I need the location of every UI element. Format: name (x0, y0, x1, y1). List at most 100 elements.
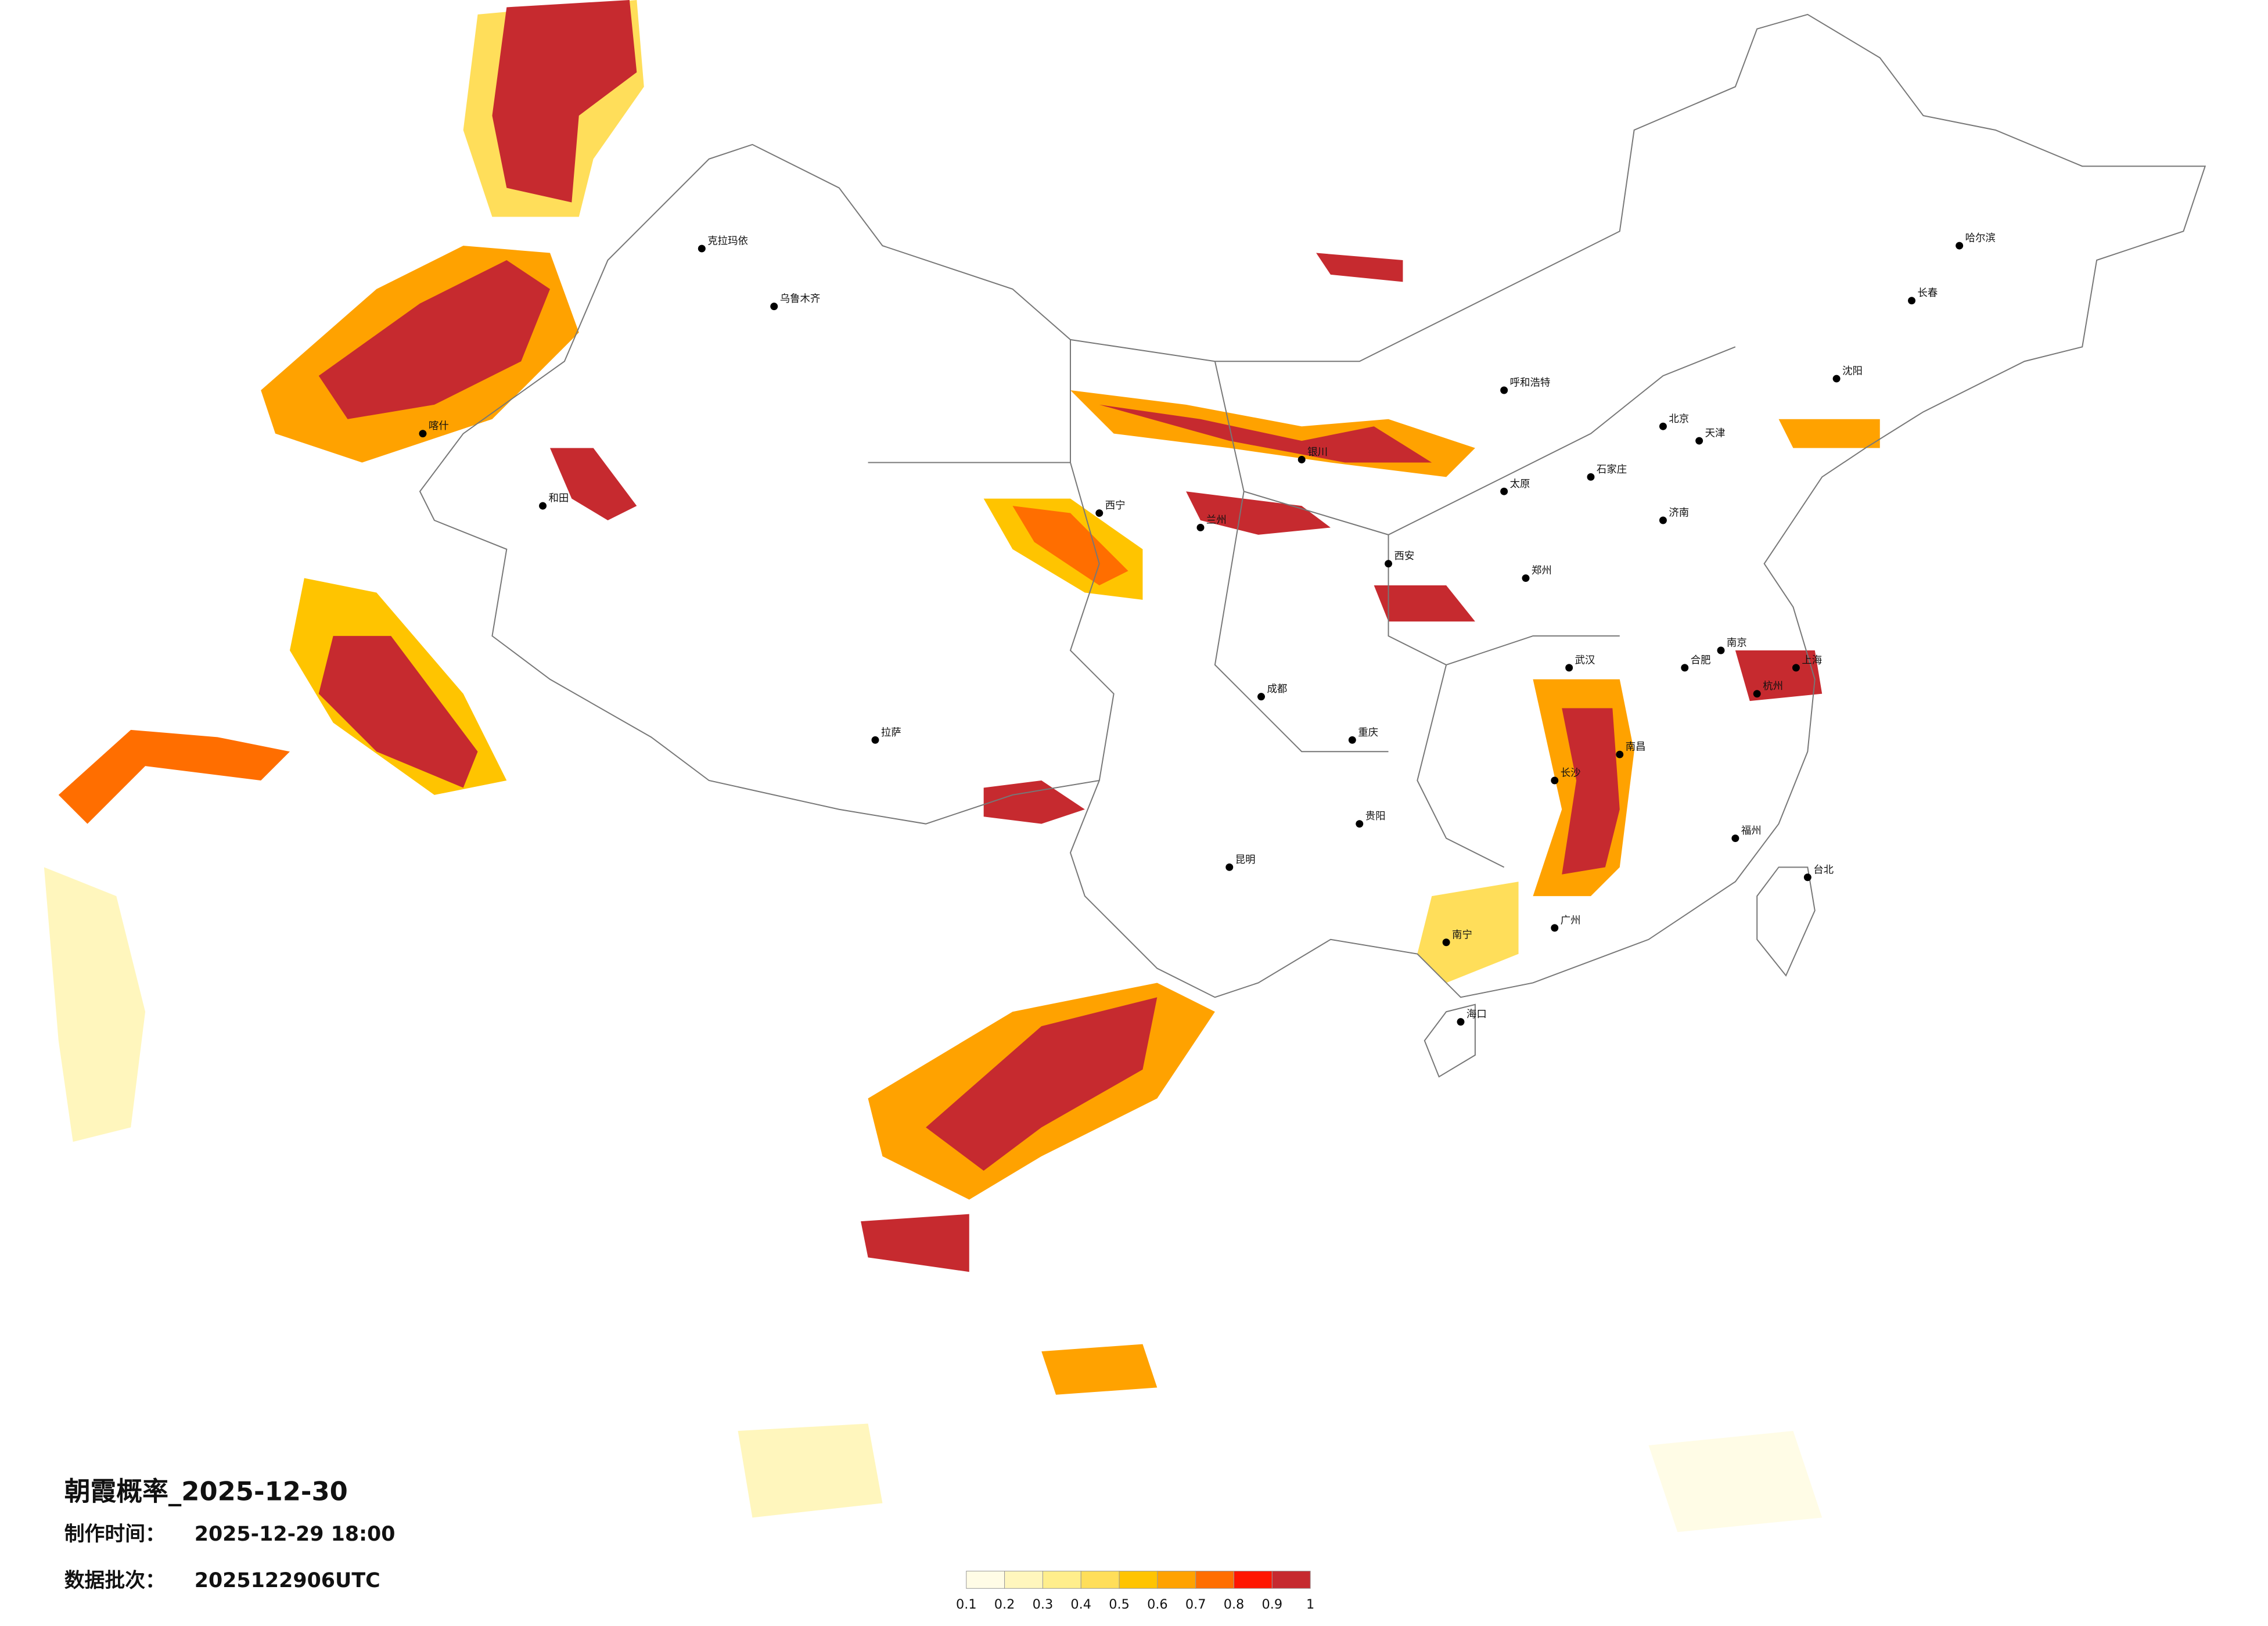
city-dot (1565, 664, 1573, 672)
city-label: 上海 (1802, 654, 1822, 666)
field-patch (1562, 708, 1620, 875)
legend-swatch (1042, 1570, 1081, 1589)
city-label: 拉萨 (881, 727, 901, 739)
city-label: 和田 (549, 493, 569, 505)
city-label: 哈尔滨 (1965, 233, 1996, 244)
province-borders (868, 339, 1736, 868)
probability-field (44, 0, 1880, 1533)
city-label: 杭州 (1763, 681, 1783, 692)
legend-swatch (1195, 1570, 1235, 1589)
legend-tick-label: 0.1 (956, 1597, 977, 1612)
field-patch (318, 636, 478, 788)
city-dot (1695, 437, 1703, 445)
city-label: 天津 (1705, 428, 1726, 440)
city-label: 重庆 (1358, 727, 1378, 739)
city-label: 喀什 (429, 420, 449, 432)
legend-tick-label: 0.9 (1262, 1597, 1283, 1612)
city-dot (1832, 375, 1841, 383)
legend-tick-label: 0.4 (1070, 1597, 1091, 1612)
batch-value: 2025122906UTC (195, 1569, 380, 1592)
map-title: 朝霞概率_2025-12-30 (64, 1476, 348, 1506)
city-dot (1348, 736, 1356, 744)
made-value: 2025-12-29 18:00 (195, 1523, 396, 1546)
city-dot (1297, 455, 1306, 463)
field-patch (1417, 882, 1519, 983)
city-dot (1717, 646, 1725, 654)
city-dot (1681, 664, 1689, 672)
city-label: 长沙 (1561, 768, 1581, 779)
city-dot (1551, 776, 1559, 785)
city-dot (1551, 924, 1559, 932)
borders (419, 13, 2206, 1078)
city-label: 石家庄 (1597, 464, 1627, 476)
field-patch (58, 729, 290, 824)
legend-tick-label: 0.3 (1033, 1597, 1054, 1612)
legend-tick-label: 0.8 (1224, 1597, 1245, 1612)
legend-tick-label: 1 (1306, 1597, 1314, 1612)
field-patch (1374, 585, 1475, 622)
city-label: 广州 (1561, 915, 1581, 926)
city-label: 郑州 (1532, 565, 1552, 577)
city-label: 太原 (1510, 479, 1530, 490)
city-dot (1587, 473, 1595, 481)
city-label: 成都 (1267, 684, 1287, 695)
city-dot (1659, 422, 1667, 430)
city-label: 克拉玛依 (707, 236, 748, 247)
field-patch (318, 260, 550, 419)
city-dot (1457, 1018, 1465, 1026)
city-dot (770, 303, 778, 311)
city-label: 北京 (1669, 413, 1689, 425)
field-patch (44, 867, 146, 1142)
city-dot (871, 736, 879, 744)
city-label: 长春 (1917, 287, 1938, 299)
field-patch (861, 1214, 969, 1272)
field-patch (1099, 404, 1432, 463)
field-patch (549, 448, 637, 520)
city-label: 福州 (1741, 825, 1762, 837)
city-dot (698, 244, 706, 253)
field-patch (1316, 253, 1403, 282)
legend-swatch (1004, 1570, 1043, 1589)
city-label: 乌鲁木齐 (780, 293, 821, 305)
city-label: 西宁 (1105, 500, 1126, 512)
legend-swatch (1271, 1570, 1311, 1589)
city-label: 南昌 (1626, 742, 1646, 753)
city-dot (1956, 242, 1964, 250)
city-dot (419, 430, 427, 438)
city-label: 南宁 (1452, 929, 1472, 941)
city-dot (1731, 834, 1739, 843)
legend-swatch (1234, 1570, 1273, 1589)
legend-swatch (1119, 1570, 1158, 1589)
city-dot (1803, 873, 1811, 882)
city-dot (1095, 509, 1104, 517)
city-label: 兰州 (1206, 515, 1227, 526)
city-dot (1522, 574, 1530, 582)
city-label: 贵阳 (1365, 811, 1386, 822)
city-dot (1196, 523, 1205, 531)
field-patch (1648, 1431, 1823, 1533)
field-patch (738, 1423, 883, 1518)
field-patch (983, 780, 1085, 824)
batch-label: 数据批次： (64, 1569, 166, 1592)
city-label: 沈阳 (1842, 366, 1863, 377)
city-dot (1257, 693, 1265, 701)
legend-swatch (1157, 1570, 1196, 1589)
legend-tick-label: 0.7 (1185, 1597, 1206, 1612)
legend: 0.1 0.2 0.3 0.4 0.5 0.6 0.7 0.8 0.9 1 (956, 1570, 1314, 1612)
city-dot (1792, 664, 1800, 672)
city-dot (1500, 386, 1508, 394)
legend-tick-label: 0.2 (994, 1597, 1015, 1612)
field-patch (492, 0, 637, 203)
city-dot (1753, 690, 1761, 698)
field-patch (926, 997, 1158, 1171)
city-dot (1616, 750, 1624, 758)
city-dot (1500, 487, 1508, 495)
city-label: 呼和浩特 (1510, 377, 1551, 389)
legend-tick-label: 0.6 (1147, 1597, 1168, 1612)
city-dot (1385, 560, 1393, 568)
city-label: 济南 (1669, 508, 1689, 519)
field-patch (1186, 491, 1331, 535)
city-dot (1442, 938, 1450, 947)
